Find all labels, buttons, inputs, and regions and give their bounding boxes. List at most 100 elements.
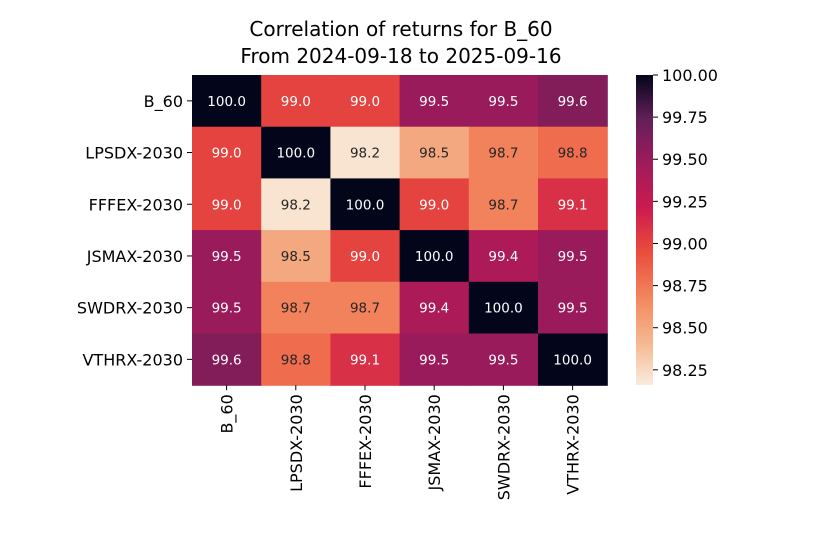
cell-value-label: 99.0 <box>212 197 242 213</box>
cell-value-label: 99.1 <box>350 352 380 368</box>
cell-value-label: 99.5 <box>419 352 449 368</box>
colorbar-tick-label: 99.00 <box>662 234 708 253</box>
heatmap-cell <box>399 333 470 386</box>
cell-value-label: 99.5 <box>558 249 588 265</box>
cell-value-label: 99.6 <box>558 94 588 110</box>
heatmap-cell <box>192 75 262 128</box>
colorbar <box>636 75 653 385</box>
cell-value-label: 99.5 <box>558 301 588 317</box>
heatmap-cell <box>330 178 401 231</box>
heatmap-cell <box>261 230 331 283</box>
heatmap-cell <box>330 230 401 283</box>
heatmap-cell <box>192 333 262 386</box>
cell-value-label: 100.0 <box>553 352 592 368</box>
colorbar-ticks: 98.25 98.50 98.75 99.00 99.25 99.50 99.75 100.0… <box>653 66 718 380</box>
heatmap-cell <box>261 75 331 128</box>
colorbar-tick-label: 98.75 <box>662 277 708 296</box>
cell-value-label: 99.1 <box>558 197 588 213</box>
cell-value-label: 99.5 <box>212 301 242 317</box>
colorbar-tick-label: 100.00 <box>662 66 718 85</box>
heatmap-cell <box>330 126 401 179</box>
row-label: FFFEX-2030 <box>89 195 183 214</box>
cell-value-label: 98.8 <box>558 146 588 162</box>
chart-subtitle: From 2024-09-18 to 2025-09-16 <box>240 44 561 68</box>
chart-title: Correlation of returns for B_60 <box>249 17 552 41</box>
cell-value-label: 98.7 <box>350 301 380 317</box>
cell-value-label: 99.6 <box>212 352 242 368</box>
row-label: VTHRX-2030 <box>82 350 183 369</box>
heatmap-cell <box>192 281 262 335</box>
heatmap-cell <box>399 230 470 283</box>
cell-value-label: 98.2 <box>350 146 380 162</box>
cell-value-label: 98.7 <box>488 197 518 213</box>
column-label: VTHRX-2030 <box>564 394 583 495</box>
heatmap-cell <box>399 178 470 231</box>
colorbar-tick-label: 99.50 <box>662 150 708 169</box>
cell-value-label: 98.7 <box>281 301 311 317</box>
column-label: LPSDX-2030 <box>287 394 306 492</box>
cell-value-label: 98.7 <box>488 146 518 162</box>
cell-value-label: 99.0 <box>281 94 311 110</box>
heatmap-cell <box>468 230 539 283</box>
cell-value-label: 99.5 <box>488 94 518 110</box>
heatmap-cell <box>538 333 608 386</box>
heatmap-cell <box>399 126 470 179</box>
colorbar-tick-label: 98.50 <box>662 319 708 338</box>
cell-value-label: 99.0 <box>212 146 242 162</box>
heatmap-cell <box>538 75 608 128</box>
heatmap-cell <box>538 126 608 179</box>
cell-value-label: 100.0 <box>346 197 385 213</box>
cell-value-label: 99.0 <box>419 197 449 213</box>
cell-value-label: 98.8 <box>281 352 311 368</box>
heatmap-cell <box>330 281 401 335</box>
heatmap-cell <box>261 333 331 386</box>
column-label: B_60 <box>218 394 238 433</box>
cell-value-label: 99.5 <box>212 249 242 265</box>
column-label: FFFEX-2030 <box>356 394 375 488</box>
row-labels: B_60 LPSDX-2030 FFFEX-2030 JSMAX-2030 SWDRX-… <box>77 92 192 369</box>
column-labels: B_60 LPSDX-2030 FFFEX-2030 JSMAX-2030 SWDRX-… <box>218 385 583 500</box>
column-label: SWDRX-2030 <box>494 394 513 500</box>
heatmap-cell <box>192 230 262 283</box>
heatmap-cell <box>399 281 470 335</box>
heatmap-cell <box>261 178 331 231</box>
heatmap-cell <box>468 281 539 335</box>
heatmap-cell <box>330 75 401 128</box>
heatmap-cell <box>261 126 331 179</box>
heatmap-cells: 100.0 99.0 99.0 99.5 99.5 99.6 99.0 100.0 98.2 98… <box>192 75 608 386</box>
row-label: JSMAX-2030 <box>86 247 183 266</box>
heatmap-cell <box>261 281 331 335</box>
cell-value-label: 99.4 <box>419 301 449 317</box>
cell-value-label: 99.5 <box>419 94 449 110</box>
cell-value-label: 98.5 <box>419 146 449 162</box>
cell-value-label: 100.0 <box>415 249 454 265</box>
column-label: JSMAX-2030 <box>425 394 444 491</box>
cell-value-label: 99.0 <box>350 94 380 110</box>
heatmap-cell <box>468 126 539 179</box>
cell-value-label: 100.0 <box>276 146 315 162</box>
cell-value-label: 99.0 <box>350 249 380 265</box>
colorbar-tick-label: 98.25 <box>662 361 708 380</box>
cell-value-label: 99.4 <box>488 249 518 265</box>
heatmap-cell <box>468 75 539 128</box>
heatmap-cell <box>538 178 608 231</box>
heatmap-cell <box>192 126 262 179</box>
colorbar-tick-label: 99.75 <box>662 108 708 127</box>
heatmap-cell <box>538 281 608 335</box>
heatmap-cell <box>538 230 608 283</box>
cell-value-label: 100.0 <box>484 301 523 317</box>
colorbar-tick-label: 99.25 <box>662 192 708 211</box>
row-label: B_60 <box>144 92 183 112</box>
heatmap-cell <box>330 333 401 386</box>
heatmap-cell <box>468 178 539 231</box>
cell-value-label: 100.0 <box>207 94 246 110</box>
row-label: SWDRX-2030 <box>77 299 183 318</box>
cell-value-label: 99.5 <box>488 352 518 368</box>
heatmap-cell <box>192 178 262 231</box>
cell-value-label: 98.2 <box>281 197 311 213</box>
cell-value-label: 98.5 <box>281 249 311 265</box>
heatmap-cell <box>468 333 539 386</box>
row-label: LPSDX-2030 <box>85 144 183 163</box>
heatmap-cell <box>399 75 470 128</box>
